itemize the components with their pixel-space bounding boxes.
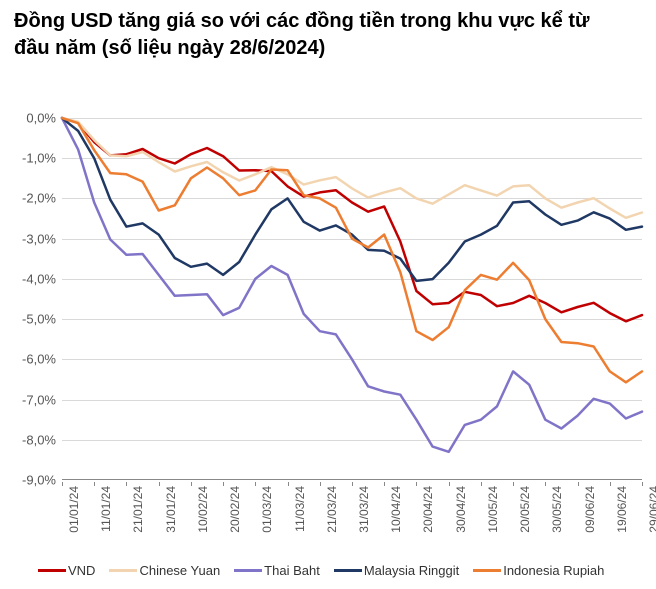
plot-area — [62, 118, 642, 480]
chart-container: 0,0% -1,0% -2,0% -3,0% -4,0% -5,0% -6,0%… — [0, 110, 656, 588]
xtick — [610, 482, 611, 486]
xlabel: 30/05/24 — [550, 486, 564, 533]
xlabel: 30/04/24 — [454, 486, 468, 533]
legend-label: VND — [68, 563, 95, 578]
chart-title: Đồng USD tăng giá so với các đồng tiền t… — [0, 0, 636, 68]
xtick — [191, 482, 192, 486]
ylabel-1: -1,0% — [4, 151, 56, 166]
ylabel-0: 0,0% — [4, 111, 56, 126]
legend-item-thai-baht: Thai Baht — [234, 563, 320, 578]
xtick — [159, 482, 160, 486]
legend-swatch — [473, 569, 501, 572]
xlabel: 09/06/24 — [583, 486, 597, 533]
ylabel-2: -2,0% — [4, 191, 56, 206]
xtick — [255, 482, 256, 486]
legend-item-malaysia-ringgit: Malaysia Ringgit — [334, 563, 459, 578]
x-axis-labels: 01/01/24 11/01/24 21/01/24 31/01/24 10/02/24… — [62, 482, 642, 562]
legend-label: Chinese Yuan — [139, 563, 220, 578]
ylabel-7: -7,0% — [4, 392, 56, 407]
legend-swatch — [38, 569, 66, 572]
xlabel: 31/01/24 — [164, 486, 178, 533]
series-line-malaysia-ringgit — [62, 118, 642, 281]
xlabel: 20/02/24 — [228, 486, 242, 533]
ylabel-5: -5,0% — [4, 312, 56, 327]
ylabel-8: -8,0% — [4, 432, 56, 447]
xlabel: 20/05/24 — [518, 486, 532, 533]
xtick — [320, 482, 321, 486]
ylabel-9: -9,0% — [4, 473, 56, 488]
xtick — [416, 482, 417, 486]
xlabel: 10/02/24 — [196, 486, 210, 533]
xtick — [352, 482, 353, 486]
xlabel: 01/01/24 — [67, 486, 81, 533]
xtick — [94, 482, 95, 486]
xtick — [62, 482, 63, 486]
xtick — [288, 482, 289, 486]
xtick — [449, 482, 450, 486]
xtick — [545, 482, 546, 486]
legend-item-vnd: VND — [38, 563, 95, 578]
xlabel: 10/04/24 — [389, 486, 403, 533]
xtick — [384, 482, 385, 486]
legend-swatch — [334, 569, 362, 572]
legend-swatch — [234, 569, 262, 572]
xlabel: 20/04/24 — [421, 486, 435, 533]
xlabel: 19/06/24 — [615, 486, 629, 533]
legend-item-indonesia-rupiah: Indonesia Rupiah — [473, 563, 604, 578]
xlabel: 01/03/24 — [260, 486, 274, 533]
xtick — [481, 482, 482, 486]
ylabel-4: -4,0% — [4, 271, 56, 286]
xlabel: 10/05/24 — [486, 486, 500, 533]
xlabel: 31/03/24 — [357, 486, 371, 533]
xtick — [126, 482, 127, 486]
legend-item-chinese-yuan: Chinese Yuan — [109, 563, 220, 578]
xlabel: 29/06/24 — [647, 486, 656, 533]
legend-swatch — [109, 569, 137, 572]
xlabel: 21/03/24 — [325, 486, 339, 533]
xlabel: 11/03/24 — [293, 486, 307, 532]
series-line-thai-baht — [62, 118, 642, 452]
xtick — [578, 482, 579, 486]
xlabel: 21/01/24 — [131, 486, 145, 533]
legend-label: Thai Baht — [264, 563, 320, 578]
xlabel: 11/01/24 — [99, 486, 113, 532]
series-line-indonesia-rupiah — [62, 118, 642, 382]
chart-lines — [62, 118, 642, 480]
xtick — [223, 482, 224, 486]
legend: VND Chinese Yuan Thai Baht Malaysia Ringgit… — [38, 556, 638, 584]
legend-label: Malaysia Ringgit — [364, 563, 459, 578]
ylabel-6: -6,0% — [4, 352, 56, 367]
xtick — [513, 482, 514, 486]
xtick — [642, 482, 643, 486]
ylabel-3: -3,0% — [4, 231, 56, 246]
legend-label: Indonesia Rupiah — [503, 563, 604, 578]
